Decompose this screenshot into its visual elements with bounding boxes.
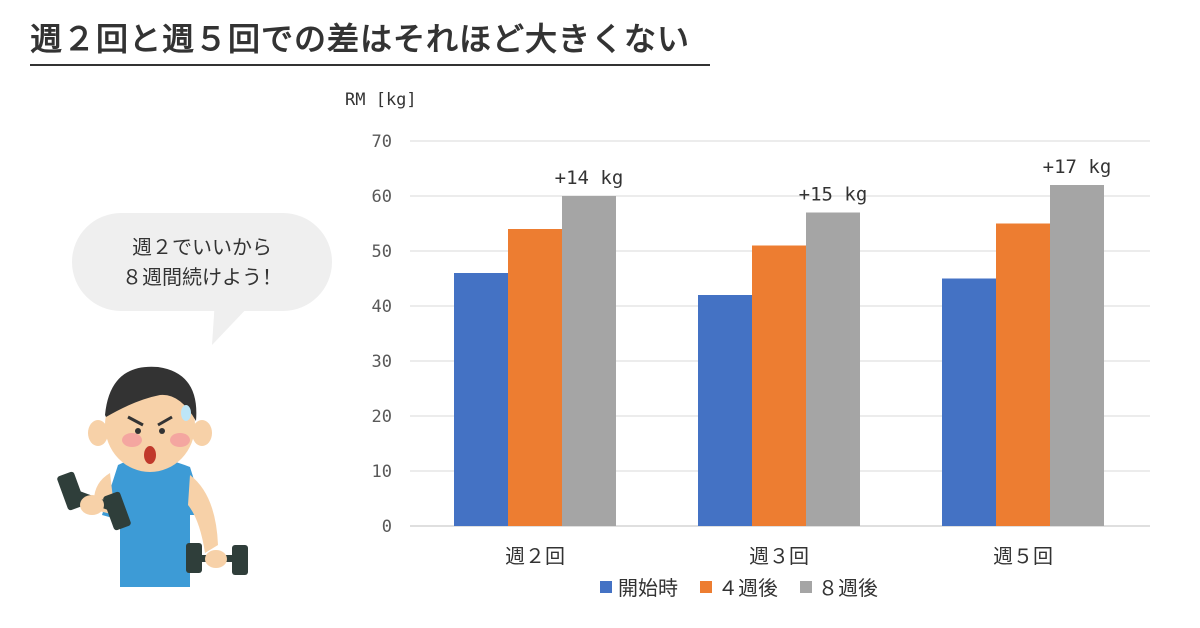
y-tick-label: 60 [372,187,392,207]
y-tick-label: 50 [372,242,392,262]
legend-label: ８週後 [818,576,878,600]
bar-開始時-週２回 [454,273,508,526]
speech-bubble-tail [212,300,250,345]
y-tick-label: 0 [382,517,392,537]
chart-labels: RM [kg] 0 10 20 30 40 50 60 70 週２回 +14 kg 週３回 +15 kg… [345,90,1111,568]
legend-swatch [700,580,712,593]
y-tick-label: 30 [372,352,392,372]
gain-annotation: +15 kg [799,184,868,206]
person-with-dumbbells-illustration [57,366,248,587]
bar-８週後-週５回 [1050,185,1104,526]
y-tick-label: 10 [372,462,392,482]
y-axis-label: RM [kg] [345,90,417,110]
x-tick-label: 週２回 [505,544,565,568]
bar-４週後-週２回 [508,229,562,526]
bar-８週後-週３回 [806,212,860,526]
legend-label: 開始時 [618,576,678,600]
bar-４週後-週３回 [752,245,806,526]
legend-swatch [600,580,612,593]
title-underline [30,64,710,66]
x-tick-label: 週５回 [993,544,1053,568]
y-tick-label: 40 [372,297,392,317]
speech-line-1: 週２でいいから [132,235,272,259]
gain-annotation: +17 kg [1043,156,1112,178]
speech-bubble-text: 週２でいいから ８週間続けよう！ [72,232,332,292]
page-title: 週２回と週５回での差はそれほど大きくない [30,20,691,58]
bar-４週後-週５回 [996,223,1050,526]
y-tick-label: 20 [372,407,392,427]
legend-label: ４週後 [718,576,778,600]
chart-legend: 開始時 ４週後 ８週後 [600,572,878,601]
bar-８週後-週２回 [562,196,616,526]
gain-annotation: +14 kg [555,167,624,189]
legend-item: ４週後 [700,572,778,601]
legend-swatch [800,580,812,593]
bar-開始時-週５回 [942,278,996,526]
x-tick-label: 週３回 [749,544,809,568]
legend-item: ８週後 [800,572,878,601]
legend-item: 開始時 [600,572,678,601]
speech-bubble [72,213,332,311]
y-tick-label: 70 [372,132,392,152]
bar-開始時-週３回 [698,295,752,526]
speech-line-2: ８週間続けよう！ [122,265,282,289]
bars [454,185,1104,526]
